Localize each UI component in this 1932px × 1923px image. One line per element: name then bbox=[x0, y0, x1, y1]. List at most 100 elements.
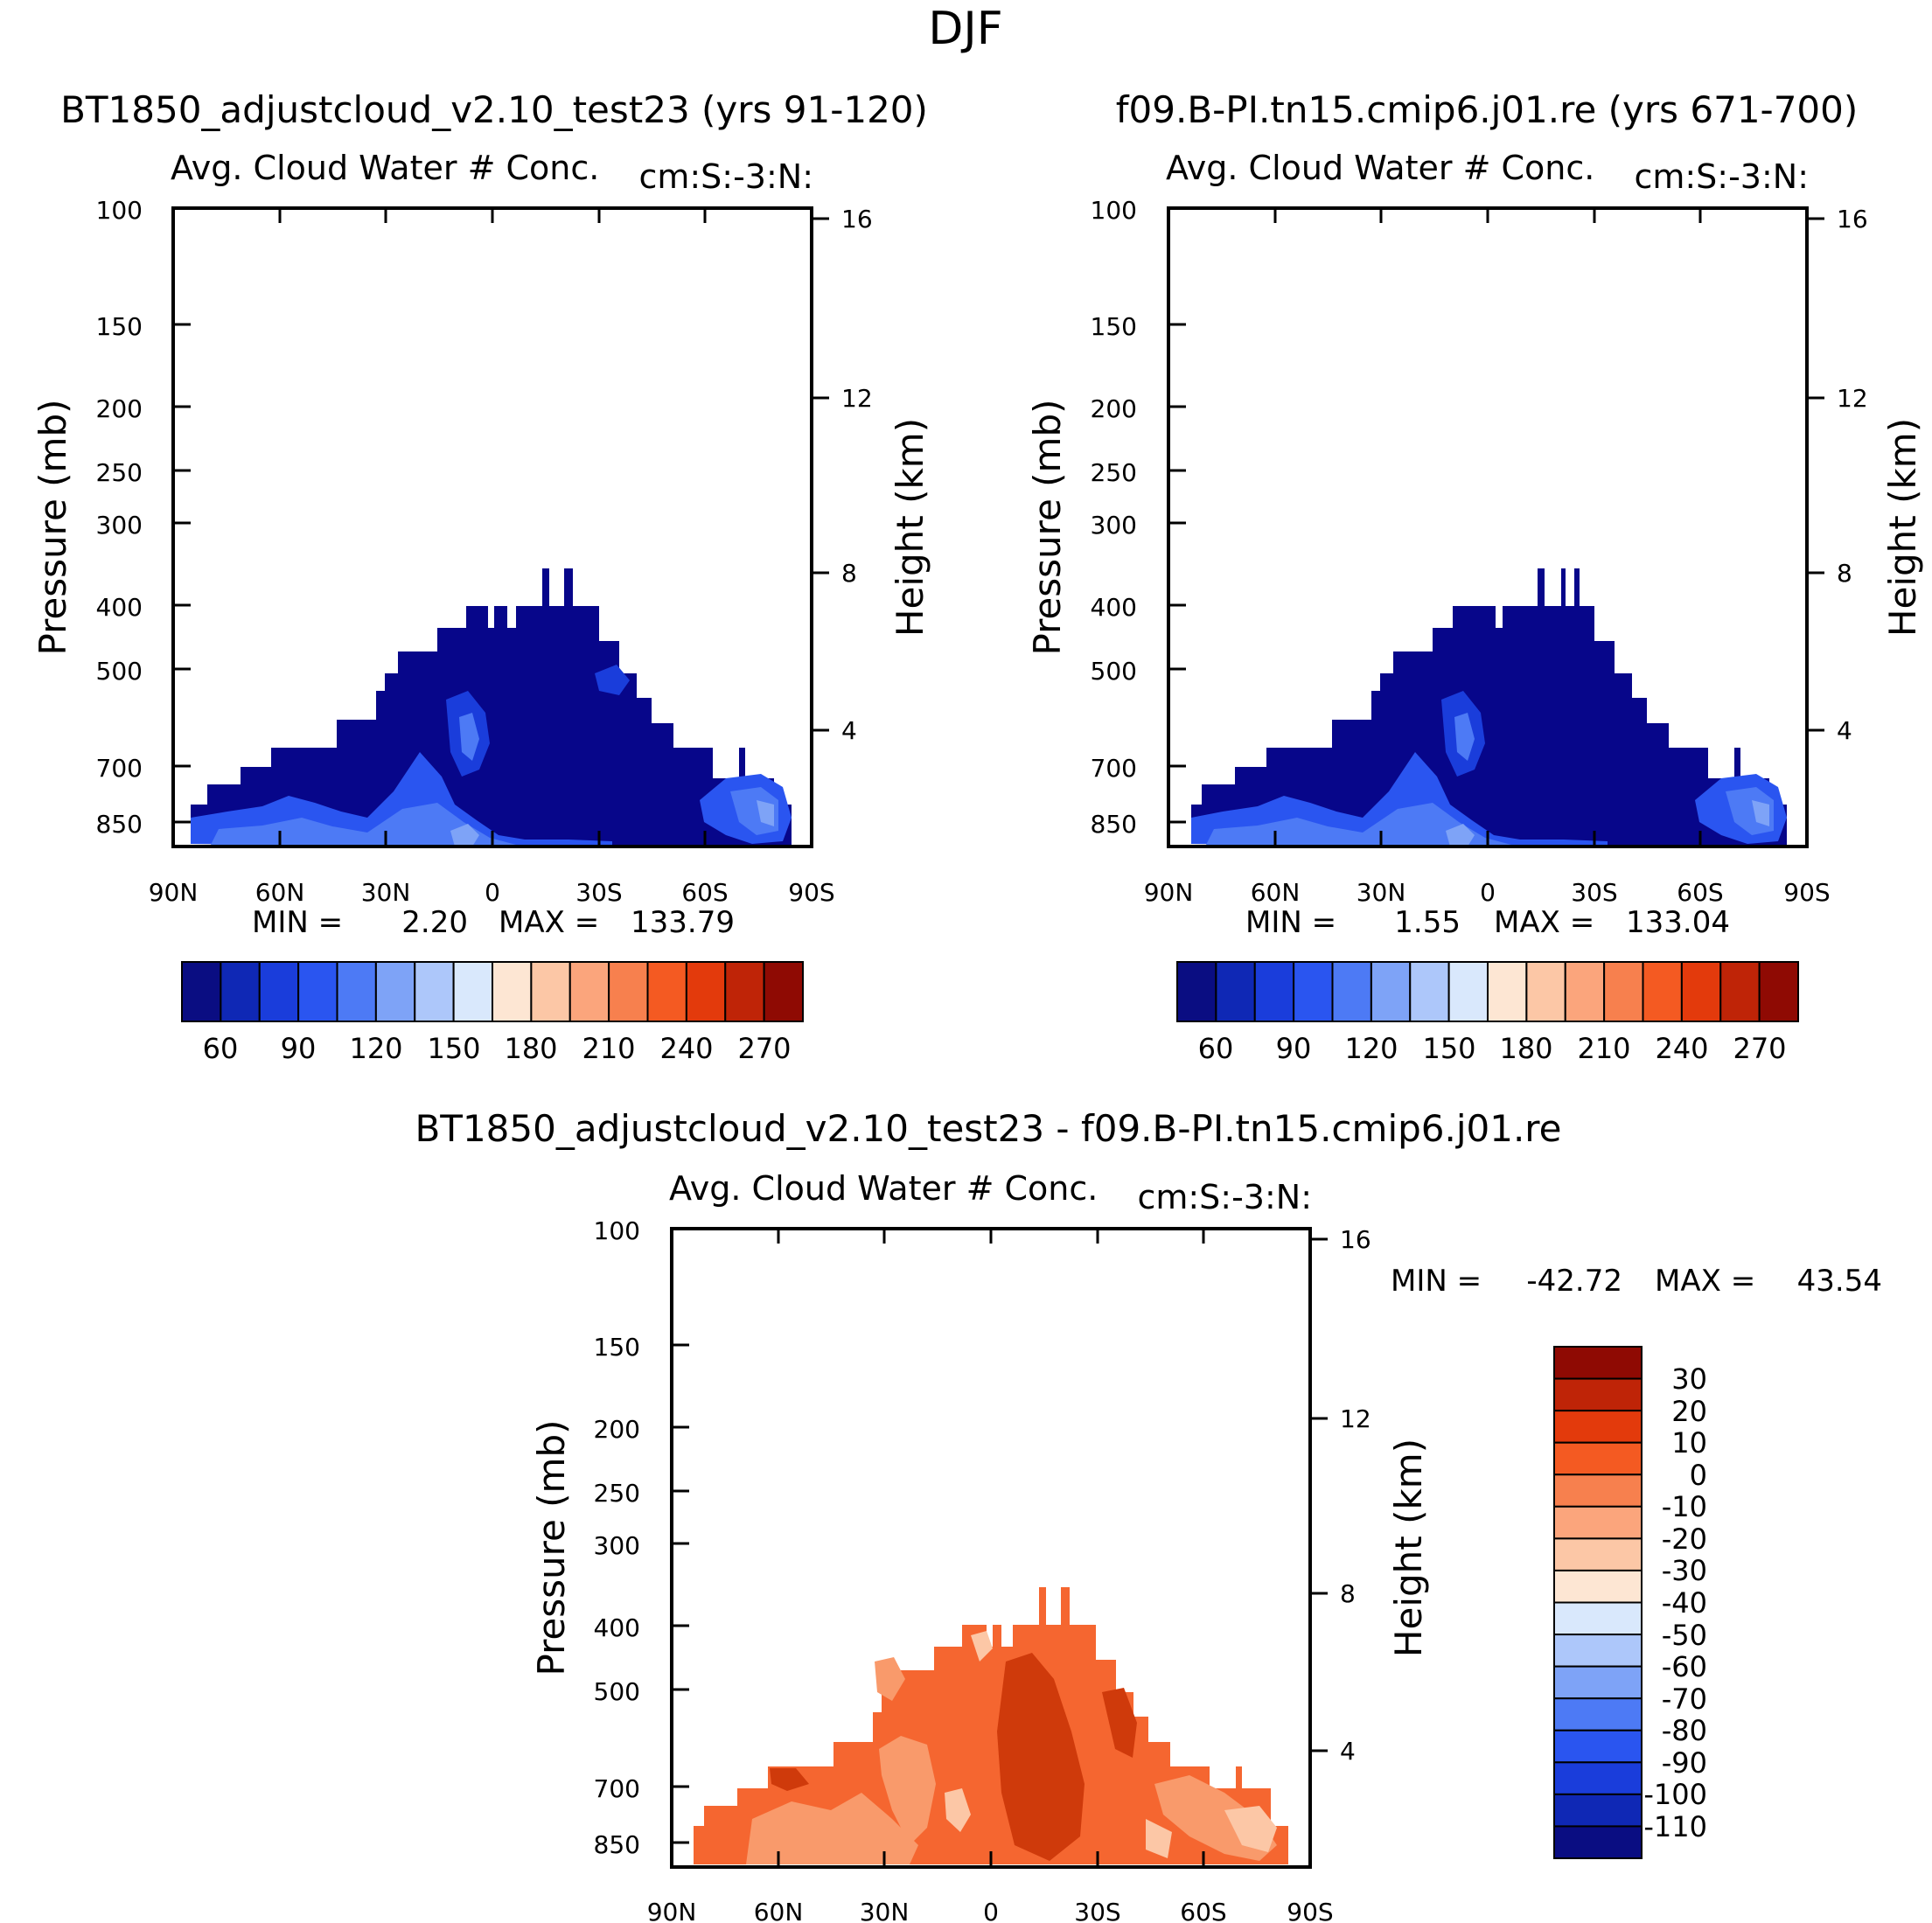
x-tick-label: 90N bbox=[1144, 878, 1194, 907]
y-ticks-left bbox=[672, 1227, 689, 1844]
y-tick-label: 100 bbox=[96, 196, 143, 225]
panel-title: f09.B-PI.tn15.cmip6.j01.re (yrs 671-700) bbox=[1116, 88, 1859, 131]
panel-subtitle-left: Avg. Cloud Water # Conc. bbox=[1166, 149, 1594, 187]
colorbar-swatch bbox=[1564, 961, 1606, 1022]
panel-title: BT1850_adjustcloud_v2.10_test23 (yrs 91-… bbox=[60, 88, 928, 131]
colorbar-label: 60 bbox=[203, 1032, 239, 1065]
contour-field bbox=[694, 1587, 1288, 1864]
colorbar-swatch bbox=[181, 961, 222, 1022]
colorbar-label: 240 bbox=[1655, 1032, 1708, 1065]
colorbar-label: -80 bbox=[1662, 1714, 1707, 1747]
colorbar-label: -50 bbox=[1662, 1619, 1707, 1652]
colorbar-label: 0 bbox=[1690, 1459, 1707, 1492]
colorbar-swatch bbox=[1642, 961, 1683, 1022]
x-tick-label: 90N bbox=[149, 878, 199, 907]
colorbar-swatch bbox=[1553, 1377, 1643, 1412]
y-tick-label: 250 bbox=[1091, 458, 1137, 487]
colorbar-label: 210 bbox=[582, 1032, 635, 1065]
colorbar-swatch bbox=[724, 961, 765, 1022]
colorbar-label: 90 bbox=[1276, 1032, 1312, 1065]
colorbar-swatch bbox=[1331, 961, 1372, 1022]
x-ticks bbox=[1273, 208, 1702, 847]
max-value: 43.54 bbox=[1797, 1264, 1882, 1299]
x-tick-label: 60S bbox=[1677, 878, 1723, 907]
y-tick-label-right: 8 bbox=[1837, 559, 1852, 588]
colorbar-label: 20 bbox=[1671, 1395, 1707, 1428]
colorbar-swatch bbox=[297, 961, 338, 1022]
colorbar-swatch bbox=[568, 961, 610, 1022]
x-tick-label: 30S bbox=[575, 878, 622, 907]
panel-subtitle-right: cm:S:-3:N: bbox=[1634, 157, 1809, 196]
panel-subtitle-left: Avg. Cloud Water # Conc. bbox=[669, 1169, 1098, 1208]
colorbar-label: 150 bbox=[1422, 1032, 1475, 1065]
max-label: MAX = bbox=[1494, 905, 1594, 940]
x-tick-label: 30S bbox=[1571, 878, 1617, 907]
colorbar-label: 210 bbox=[1577, 1032, 1630, 1065]
colorbar-swatch bbox=[1758, 961, 1799, 1022]
panel-subtitle-right: cm:S:-3:N: bbox=[638, 157, 813, 196]
y-tick-label-right: 12 bbox=[1340, 1404, 1371, 1433]
max-value: 133.79 bbox=[631, 905, 735, 940]
y-tick-label: 300 bbox=[1091, 511, 1137, 540]
colorbar-swatch bbox=[452, 961, 493, 1022]
colorbar-swatch bbox=[1553, 1569, 1643, 1604]
colorbar-swatch bbox=[763, 961, 804, 1022]
max-label: MAX = bbox=[499, 905, 599, 940]
panel-top-left: BT1850_adjustcloud_v2.10_test23 (yrs 91-… bbox=[31, 88, 931, 1065]
min-label: MIN = bbox=[1245, 905, 1336, 940]
y-ticks-right bbox=[812, 217, 829, 732]
y-tick-label: 300 bbox=[96, 511, 143, 540]
colorbar-swatch bbox=[530, 961, 571, 1022]
colorbar-label: 180 bbox=[1499, 1032, 1552, 1065]
y-tick-label: 250 bbox=[96, 458, 143, 487]
x-tick-label: 0 bbox=[1480, 878, 1496, 907]
colorbar-label: -30 bbox=[1662, 1554, 1707, 1587]
y-tick-label: 300 bbox=[594, 1531, 640, 1560]
y-tick-label: 150 bbox=[96, 312, 143, 341]
panel-title: BT1850_adjustcloud_v2.10_test23 - f09.B-… bbox=[415, 1107, 1561, 1150]
y-axis-label-right: Height (km) bbox=[1881, 418, 1924, 637]
x-tick-label: 30N bbox=[1357, 878, 1406, 907]
colorbar-swatch bbox=[646, 961, 687, 1022]
x-tick-label: 30N bbox=[361, 878, 411, 907]
panel-top-right: f09.B-PI.tn15.cmip6.j01.re (yrs 671-700)… bbox=[1026, 88, 1924, 1065]
y-ticks-right bbox=[1310, 1237, 1328, 1752]
x-tick-label: 60S bbox=[681, 878, 728, 907]
y-tick-label: 850 bbox=[594, 1830, 640, 1859]
colorbar-label: -40 bbox=[1662, 1586, 1707, 1620]
x-tick-label: 90N bbox=[647, 1898, 697, 1923]
y-tick-label: 850 bbox=[96, 810, 143, 839]
colorbar-swatch bbox=[1553, 1537, 1643, 1571]
colorbar-label: 120 bbox=[349, 1032, 402, 1065]
figure-title: DJF bbox=[928, 3, 1002, 55]
y-tick-label: 100 bbox=[1091, 196, 1137, 225]
colorbar-swatch bbox=[1553, 1601, 1643, 1636]
colorbar-swatch bbox=[1370, 961, 1412, 1022]
colorbar-swatch bbox=[1525, 961, 1566, 1022]
y-tick-label-right: 8 bbox=[841, 559, 857, 588]
y-tick-label-right: 16 bbox=[1340, 1225, 1371, 1254]
y-tick-label: 200 bbox=[1091, 394, 1137, 423]
colorbar-swatch bbox=[1553, 1697, 1643, 1731]
colorbar-swatch bbox=[1553, 1346, 1643, 1380]
colorbar-swatch bbox=[1553, 1665, 1643, 1700]
min-value: -42.72 bbox=[1526, 1264, 1622, 1299]
contour-field bbox=[1191, 568, 1787, 847]
colorbar-label: 270 bbox=[1733, 1032, 1786, 1065]
colorbar-swatch bbox=[1553, 1505, 1643, 1540]
colorbar-swatch bbox=[220, 961, 261, 1022]
colorbar-swatch bbox=[1176, 961, 1217, 1022]
colorbar-swatch bbox=[336, 961, 377, 1022]
colorbar-label: 10 bbox=[1671, 1426, 1707, 1460]
colorbar-swatch bbox=[1680, 961, 1722, 1022]
max-label: MAX = bbox=[1655, 1264, 1755, 1299]
contour-field bbox=[191, 568, 792, 847]
colorbar-swatch bbox=[374, 961, 416, 1022]
x-tick-label: 90S bbox=[1287, 1898, 1333, 1923]
y-axis-label: Pressure (mb) bbox=[1026, 399, 1069, 655]
colorbar-swatch bbox=[1719, 961, 1761, 1022]
colorbar bbox=[1553, 1346, 1643, 1859]
colorbar-label: -20 bbox=[1662, 1522, 1707, 1556]
y-axis-label: Pressure (mb) bbox=[31, 399, 74, 655]
